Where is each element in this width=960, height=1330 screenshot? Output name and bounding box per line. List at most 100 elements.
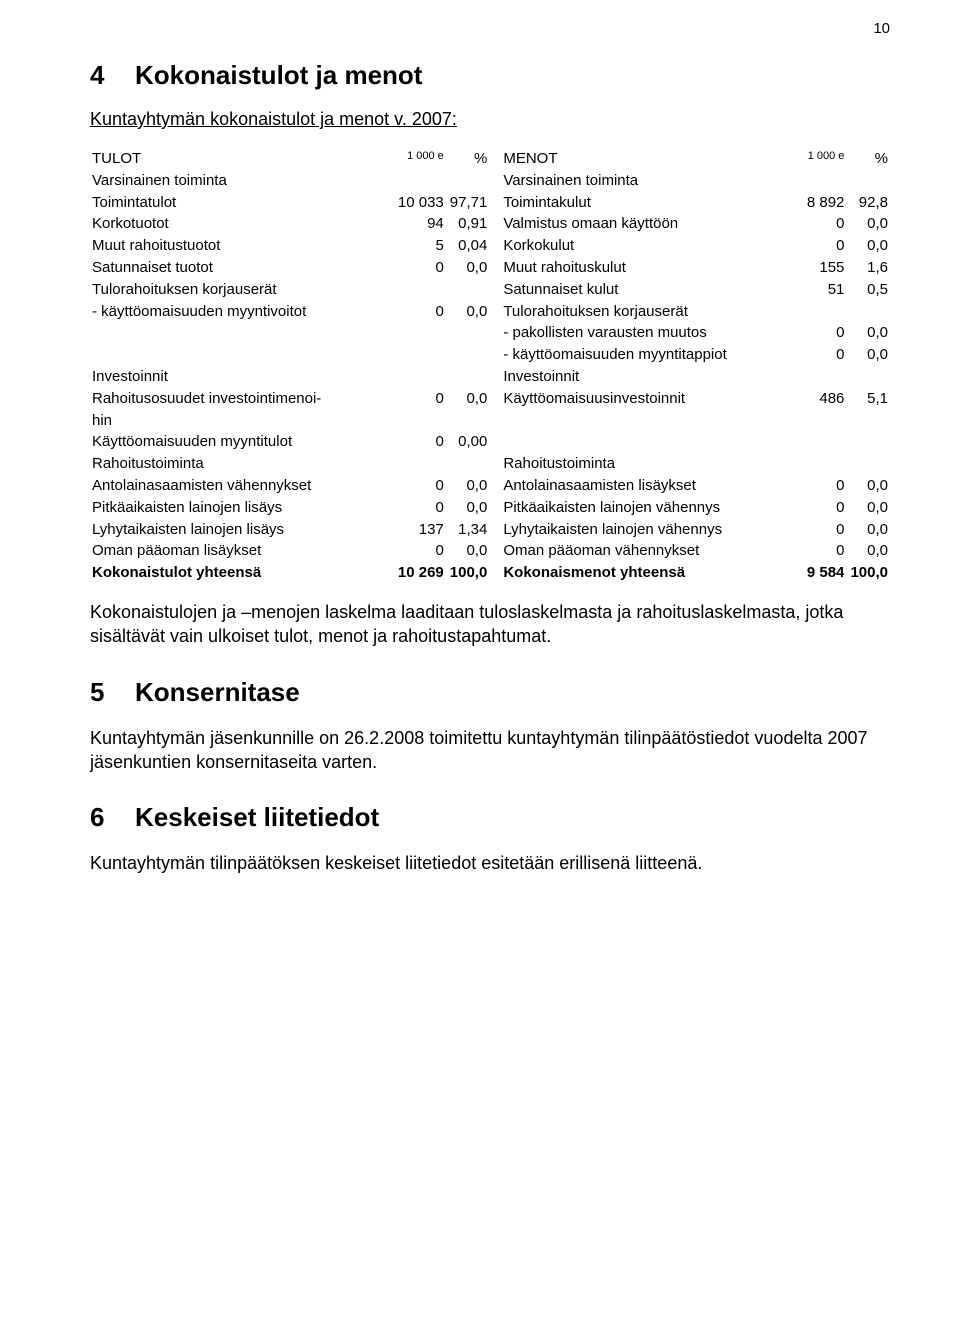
table-cell: 0	[791, 475, 847, 497]
table-cell: Investoinnit	[90, 366, 390, 388]
table-cell: - käyttöomaisuuden myyntivoitot	[90, 301, 390, 323]
table-cell: 5	[390, 235, 446, 257]
table-cell: 0	[390, 497, 446, 519]
table-cell: Oman pääoman vähennykset	[489, 540, 790, 562]
table-cell	[846, 301, 890, 323]
table-cell: 51	[791, 279, 847, 301]
table-cell	[846, 410, 890, 432]
table-cell: Korkokulut	[489, 235, 790, 257]
table-cell: 9 584	[791, 562, 847, 584]
table-cell	[489, 410, 790, 432]
table-cell: 155	[791, 257, 847, 279]
table-cell	[846, 366, 890, 388]
table-cell: 0,0	[846, 322, 890, 344]
table-cell: 0	[390, 388, 446, 410]
paragraph-3: Kuntayhtymän tilinpäätöksen keskeiset li…	[90, 851, 890, 875]
table-cell: 0,0	[846, 344, 890, 366]
table-cell	[446, 344, 490, 366]
table-cell	[791, 301, 847, 323]
heading-number: 4	[90, 60, 135, 91]
table-cell: Muut rahoituskulut	[489, 257, 790, 279]
table-cell: Antolainasaamisten vähennykset	[90, 475, 390, 497]
table-cell: 0,0	[446, 301, 490, 323]
table-cell	[791, 453, 847, 475]
paragraph-2: Kuntayhtymän jäsenkunnille on 26.2.2008 …	[90, 726, 890, 775]
table-cell	[791, 431, 847, 453]
table-cell: 486	[791, 388, 847, 410]
table-cell: %	[446, 148, 490, 170]
table-row: Muut rahoitustuotot50,04Korkokulut00,0	[90, 235, 890, 257]
table-cell: 0	[791, 322, 847, 344]
table-row: Rahoitusosuudet investointimenoi-00,0Käy…	[90, 388, 890, 410]
table-row: Korkotuotot940,91Valmistus omaan käyttöö…	[90, 213, 890, 235]
table-cell	[390, 279, 446, 301]
table-cell: 0,91	[446, 213, 490, 235]
table-row: - pakollisten varausten muutos00,0	[90, 322, 890, 344]
page: 10 4Kokonaistulot ja menot Kuntayhtymän …	[0, 0, 960, 943]
table-cell	[791, 170, 847, 192]
table-cell: Tulorahoituksen korjauserät	[90, 279, 390, 301]
table-cell: 5,1	[846, 388, 890, 410]
heading-text: Konsernitase	[135, 677, 300, 707]
table-cell: 0,0	[446, 540, 490, 562]
table-cell: 0	[390, 540, 446, 562]
table-total-row: Kokonaistulot yhteensä10 269100,0Kokonai…	[90, 562, 890, 584]
table-cell: 0	[791, 519, 847, 541]
table-cell: Korkotuotot	[90, 213, 390, 235]
table-cell: TULOT	[90, 148, 390, 170]
table-row: hin	[90, 410, 890, 432]
table-cell: Tulorahoituksen korjauserät	[489, 301, 790, 323]
table-row: Toimintatulot10 03397,71Toimintakulut8 8…	[90, 192, 890, 214]
table-cell: 0,0	[846, 519, 890, 541]
table-cell: 100,0	[446, 562, 490, 584]
table-cell: 92,8	[846, 192, 890, 214]
table-cell	[446, 453, 490, 475]
table-cell: 10 033	[390, 192, 446, 214]
table-cell	[846, 170, 890, 192]
table-cell	[446, 279, 490, 301]
table-cell: %	[846, 148, 890, 170]
financial-table: TULOT1 000 e%MENOT1 000 e%Varsinainen to…	[90, 148, 890, 584]
table-cell: 0	[390, 301, 446, 323]
table-cell: Rahoitustoiminta	[489, 453, 790, 475]
table-row: Tulorahoituksen korjauserätSatunnaiset k…	[90, 279, 890, 301]
paragraph-1: Kokonaistulojen ja –menojen laskelma laa…	[90, 600, 890, 649]
table-cell: Käyttöomaisuusinvestoinnit	[489, 388, 790, 410]
table-cell: 0	[791, 540, 847, 562]
heading-text: Kokonaistulot ja menot	[135, 60, 422, 90]
table-cell: Toimintakulut	[489, 192, 790, 214]
table-row: InvestoinnitInvestoinnit	[90, 366, 890, 388]
table-cell: 0,0	[446, 497, 490, 519]
table-cell: 0,0	[446, 475, 490, 497]
table-cell: 0,0	[846, 475, 890, 497]
table-cell	[446, 410, 490, 432]
table-cell: 1 000 e	[390, 148, 446, 170]
table-cell	[390, 453, 446, 475]
heading-number: 6	[90, 802, 135, 833]
table-cell	[846, 453, 890, 475]
table-cell	[446, 170, 490, 192]
table-cell	[390, 410, 446, 432]
table-row: RahoitustoimintaRahoitustoiminta	[90, 453, 890, 475]
table-cell: 10 269	[390, 562, 446, 584]
table-cell: 0,0	[846, 497, 890, 519]
table-row: Käyttöomaisuuden myyntitulot00,00	[90, 431, 890, 453]
table-row: Pitkäaikaisten lainojen lisäys00,0Pitkäa…	[90, 497, 890, 519]
table-cell	[791, 410, 847, 432]
table-cell: Pitkäaikaisten lainojen vähennys	[489, 497, 790, 519]
table-cell: 0	[791, 213, 847, 235]
table-cell: 0	[390, 475, 446, 497]
heading-5: 5Konsernitase	[90, 677, 890, 708]
table-cell: Satunnaiset tuotot	[90, 257, 390, 279]
table-row: - käyttöomaisuuden myyntitappiot00,0	[90, 344, 890, 366]
table-cell: Rahoitusosuudet investointimenoi-	[90, 388, 390, 410]
table-cell	[390, 344, 446, 366]
table-cell	[846, 431, 890, 453]
heading-text: Keskeiset liitetiedot	[135, 802, 379, 832]
table-cell	[390, 322, 446, 344]
table-cell	[90, 322, 390, 344]
table-cell: - käyttöomaisuuden myyntitappiot	[489, 344, 790, 366]
table-cell: Pitkäaikaisten lainojen lisäys	[90, 497, 390, 519]
table-cell: 94	[390, 213, 446, 235]
table-cell: Varsinainen toiminta	[90, 170, 390, 192]
